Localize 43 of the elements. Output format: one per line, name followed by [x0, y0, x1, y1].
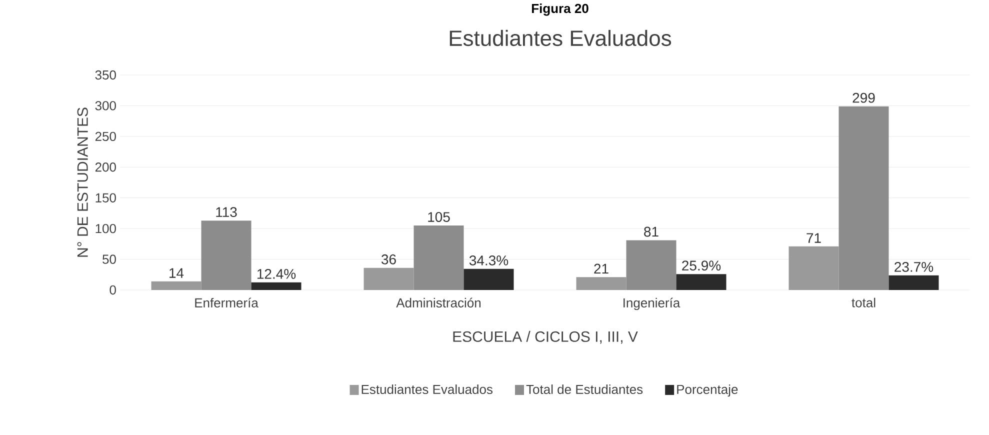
y-tick-label: 100	[96, 224, 116, 234]
bar	[151, 281, 202, 290]
x-axis-title: ESCUELA / CICLOS I, III, V	[453, 330, 638, 344]
y-tick-label: 200	[95, 162, 116, 172]
x-tick-label: Enfermería	[195, 298, 258, 308]
x-tick-label: total	[852, 298, 876, 308]
data-label: 113	[216, 207, 237, 218]
bar	[838, 106, 889, 290]
x-tick-label: Administración	[396, 298, 481, 308]
legend-label: Estudiantes Evaluados	[362, 384, 493, 394]
bar	[576, 277, 626, 290]
data-label: 12.4%	[257, 268, 296, 279]
data-label: 14	[170, 268, 184, 278]
data-label: 105	[428, 212, 450, 222]
bar	[201, 220, 252, 290]
data-label: 23.7%	[894, 262, 934, 272]
y-tick-label: 250	[95, 132, 116, 142]
y-tick-label: 50	[102, 254, 116, 264]
bar	[626, 240, 676, 290]
bar	[364, 268, 414, 290]
data-label: 299	[852, 92, 875, 103]
bar	[788, 246, 839, 290]
y-tick-label: 300	[95, 101, 116, 110]
legend-label: Total de Estudiantes	[526, 384, 643, 394]
data-label: 21	[594, 264, 608, 274]
bar	[251, 282, 302, 290]
legend-label: Porcentaje	[677, 384, 738, 397]
chart-title: Estudiantes Evaluados	[450, 30, 672, 46]
y-tick-label: 350	[95, 70, 116, 80]
y-axis-title: N° DE ESTUDIANTES	[77, 108, 88, 257]
bar	[888, 275, 939, 290]
bar	[676, 274, 726, 290]
data-label: 71	[806, 233, 821, 243]
y-tick-label: 150	[96, 193, 116, 202]
bar	[414, 225, 464, 290]
text: Figura 20	[532, 4, 588, 16]
data-label: 81	[644, 226, 658, 237]
data-label: 25.9%	[682, 260, 721, 271]
data-label: 36	[382, 254, 396, 264]
y-tick-label: 0	[110, 285, 116, 295]
x-tick-label: Ingeniería	[624, 298, 680, 310]
data-label: 34.3%	[469, 255, 508, 266]
bar	[464, 268, 514, 290]
